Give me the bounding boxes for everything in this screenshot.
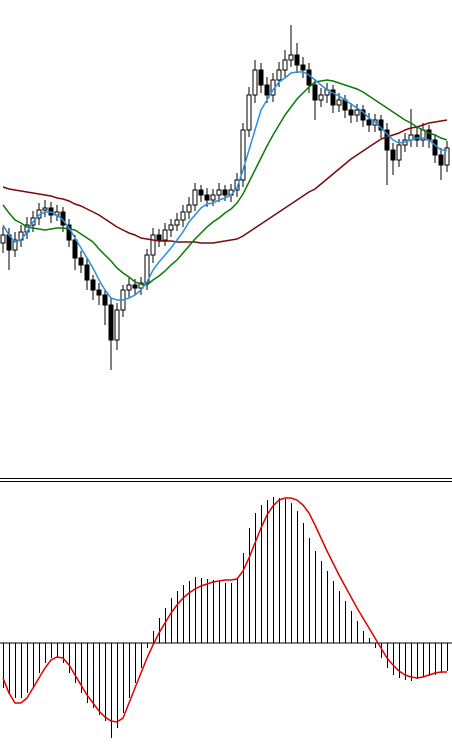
candle-body (330, 89, 336, 106)
candle-body (78, 257, 84, 266)
candle-body (150, 234, 156, 256)
candle-body (246, 94, 252, 131)
moving-average-line (2, 79, 448, 286)
candle-body (264, 84, 270, 96)
candle-body (192, 189, 198, 206)
candle-body (114, 309, 120, 341)
candle-body (84, 264, 90, 281)
moving-average-line (2, 497, 447, 723)
candle-body (390, 149, 396, 161)
candle-body (288, 54, 294, 61)
candle-body (366, 119, 372, 126)
candle-body (126, 284, 132, 291)
candle-body (90, 279, 96, 291)
candle-body (294, 54, 300, 66)
candle-body (96, 289, 102, 296)
candle-body (156, 234, 162, 241)
candle-body (258, 69, 264, 86)
candle-body (132, 284, 138, 289)
candle-body (12, 239, 18, 251)
candle-body (306, 69, 312, 86)
candle-body (318, 94, 324, 101)
candle-body (72, 239, 78, 259)
candle-body (174, 219, 180, 226)
candle-body (168, 224, 174, 231)
candle-body (108, 304, 114, 341)
candle-body (42, 207, 48, 211)
candle-body (276, 69, 282, 81)
candle-body (438, 154, 444, 166)
candle-body (432, 139, 438, 156)
candle-body (396, 144, 402, 161)
candle-body (162, 229, 168, 241)
candle-body (138, 282, 144, 289)
candle-body (0, 234, 6, 244)
candle-body (300, 64, 306, 71)
candle-body (282, 59, 288, 71)
candle-body (252, 69, 258, 96)
candle-body (222, 189, 228, 196)
candle-body (204, 194, 210, 201)
moving-average-line (2, 119, 448, 244)
candle-body (444, 147, 450, 166)
candle-body (348, 109, 354, 116)
candle-body (102, 294, 108, 306)
candle-body (180, 211, 186, 221)
candle-body (216, 189, 222, 196)
candle-body (198, 189, 204, 196)
candle-body (240, 129, 246, 181)
candle-body (234, 179, 240, 191)
candle-body (312, 84, 318, 101)
candle-body (384, 129, 390, 151)
candle-body (186, 204, 192, 213)
candle-body (354, 109, 360, 116)
moving-average-line (2, 71, 447, 301)
candle-body (210, 194, 216, 201)
candle-body (336, 99, 342, 106)
